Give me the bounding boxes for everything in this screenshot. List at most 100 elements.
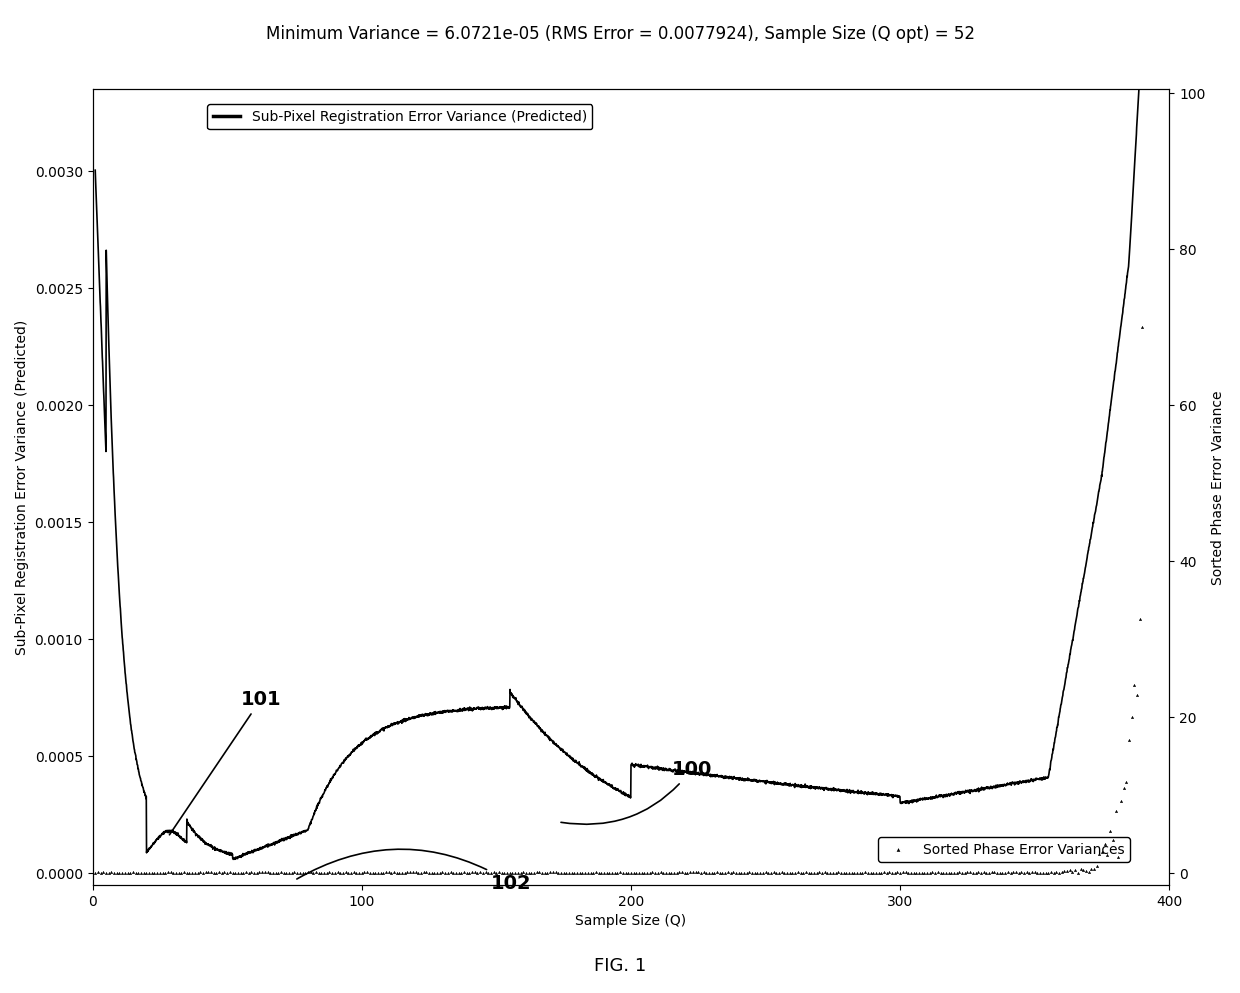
Point <box>279 865 299 881</box>
Point <box>777 865 797 881</box>
Point <box>298 864 317 880</box>
Point <box>632 865 652 881</box>
Point <box>210 864 229 880</box>
Point <box>1040 865 1060 881</box>
Point <box>481 865 501 881</box>
Point <box>715 865 735 881</box>
Point <box>677 865 697 881</box>
Point <box>265 865 285 881</box>
Point <box>780 866 800 882</box>
Point <box>433 865 453 881</box>
Point <box>352 865 372 881</box>
Point <box>408 865 428 881</box>
Point <box>1092 844 1112 860</box>
Point <box>1084 861 1104 877</box>
Point <box>918 865 937 881</box>
Point <box>909 865 929 881</box>
Point <box>322 865 342 881</box>
Point <box>629 865 649 881</box>
Point <box>456 865 476 881</box>
Point <box>980 865 999 881</box>
Point <box>513 864 533 880</box>
Point <box>580 865 600 881</box>
Point <box>709 865 729 881</box>
Point <box>1003 865 1023 881</box>
Point <box>739 865 759 881</box>
Point <box>791 865 811 881</box>
Point <box>155 865 175 881</box>
Point <box>511 865 531 881</box>
Point <box>139 865 159 881</box>
Point <box>971 865 991 881</box>
Point <box>212 865 232 881</box>
Point <box>532 865 552 881</box>
Point <box>252 864 272 880</box>
Point <box>839 865 859 881</box>
Point <box>621 865 641 881</box>
Point <box>376 864 396 880</box>
Point <box>223 865 243 881</box>
Point <box>1030 865 1050 881</box>
Point <box>288 865 308 881</box>
Point <box>985 865 1004 881</box>
Point <box>1106 803 1126 819</box>
Point <box>465 865 485 881</box>
Point <box>203 866 223 882</box>
Point <box>405 865 425 881</box>
Point <box>743 865 763 881</box>
Point <box>136 865 156 881</box>
Point <box>697 865 717 881</box>
Point <box>653 865 673 881</box>
Point <box>1047 865 1066 881</box>
Point <box>343 865 363 881</box>
Point <box>198 865 218 881</box>
Point <box>649 865 668 881</box>
Point <box>769 865 789 881</box>
Point <box>1012 865 1032 881</box>
Point <box>998 864 1018 880</box>
Point <box>944 865 963 881</box>
Point <box>1038 865 1058 881</box>
Point <box>543 865 563 881</box>
Point <box>681 864 701 880</box>
Point <box>895 864 915 880</box>
Point <box>392 865 412 881</box>
Text: 101: 101 <box>170 690 281 835</box>
Point <box>1014 865 1034 881</box>
Point <box>844 865 864 881</box>
Point <box>1095 836 1115 852</box>
Point <box>1065 863 1085 879</box>
Point <box>799 865 818 881</box>
Point <box>753 865 773 881</box>
Point <box>826 865 846 881</box>
Point <box>745 865 765 881</box>
Point <box>966 865 986 881</box>
Point <box>759 865 779 881</box>
Point <box>930 865 950 881</box>
Point <box>258 865 278 881</box>
Point <box>952 865 972 881</box>
Point <box>1008 865 1028 881</box>
Point <box>281 865 301 881</box>
Point <box>1111 792 1131 808</box>
Point <box>403 865 423 881</box>
Point <box>476 864 496 880</box>
Point <box>610 865 630 881</box>
Point <box>109 865 129 881</box>
Point <box>820 865 839 881</box>
Point <box>309 865 329 881</box>
Point <box>350 865 370 881</box>
Point <box>755 865 775 881</box>
Point <box>541 865 560 881</box>
Point <box>796 864 816 880</box>
Point <box>885 865 905 881</box>
Point <box>1006 865 1025 881</box>
Point <box>1076 863 1096 879</box>
Point <box>936 865 956 881</box>
Point <box>417 864 436 880</box>
Point <box>1102 832 1122 848</box>
Point <box>837 865 857 881</box>
Point <box>686 865 706 881</box>
Point <box>327 865 347 881</box>
Point <box>449 865 469 881</box>
